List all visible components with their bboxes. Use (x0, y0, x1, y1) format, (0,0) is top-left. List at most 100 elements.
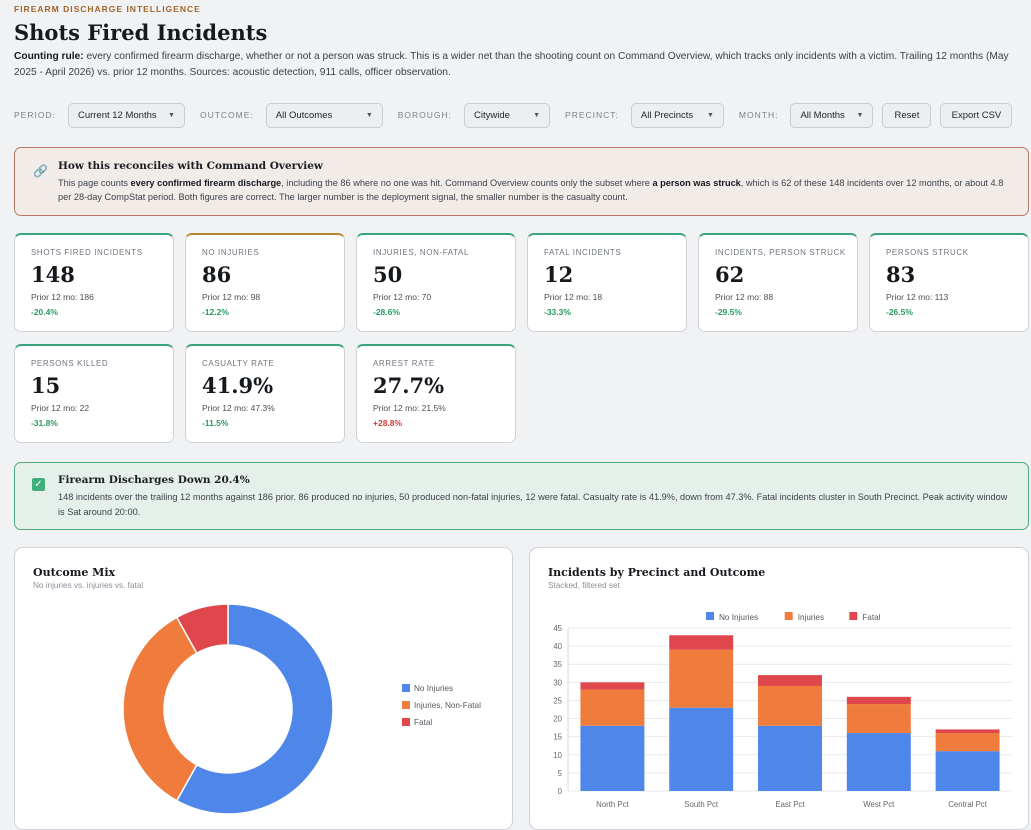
bar-south-pct-fatal (669, 635, 734, 650)
bar-west-pct-injuries (846, 704, 911, 734)
outcome-donut-chart: No Injuries Injuries, Non-Fatal Fatal (122, 603, 481, 815)
period-select[interactable]: Current 12 Months ▼ (67, 102, 185, 128)
legend-swatch (402, 718, 410, 726)
x-tick-label: North Pct (596, 800, 629, 809)
kpi-change: -33.3% (544, 307, 571, 317)
outcome-mix-subtitle: No injuries vs. injuries vs. fatal (33, 581, 144, 590)
chevron-down-icon: ▼ (706, 111, 714, 119)
kpi-prior: Prior 12 mo: 186 (31, 292, 94, 302)
reset-button[interactable]: Reset (882, 102, 932, 128)
kpi-change: +28.8% (373, 418, 403, 428)
bar-east-pct-fatal (758, 675, 822, 686)
kpi-card-incidents-person-struck: INCIDENTS, PERSON STRUCK 62 Prior 12 mo:… (698, 233, 858, 332)
kpi-label: SHOTS FIRED INCIDENTS (31, 248, 143, 257)
donut-slice-no-injuries (175, 603, 334, 815)
x-tick-label: South Pct (684, 800, 719, 809)
kpi-change: -31.8% (31, 418, 58, 428)
kpi-label: ARREST RATE (373, 359, 435, 368)
chevron-down-icon: ▼ (856, 111, 864, 119)
reconcile-callout: 🔗 How this reconciles with Command Overv… (14, 147, 1029, 216)
y-tick-label: 0 (558, 787, 563, 796)
kpi-card-fatal-incidents: FATAL INCIDENTS 12 Prior 12 mo: 18 -33.3… (527, 233, 687, 332)
reconcile-text-part: This page counts (58, 178, 131, 188)
kpi-change: -26.5% (886, 307, 913, 317)
kpi-card-casualty-rate: CASUALTY RATE 41.9% Prior 12 mo: 47.3% -… (185, 344, 345, 443)
kpi-label: FATAL INCIDENTS (544, 248, 622, 257)
legend-label: No Injuries (719, 613, 758, 622)
kpi-prior: Prior 12 mo: 98 (202, 292, 261, 302)
bar-central-pct-injuries (935, 733, 1000, 752)
trend-alert-title: Firearm Discharges Down 20.4% (58, 474, 250, 486)
kpi-prior: Prior 12 mo: 88 (715, 292, 774, 302)
bar-central-pct-no-injuries (935, 751, 1000, 791)
kpi-change: -20.4% (31, 307, 58, 317)
reconcile-text-bold: a person was struck (652, 178, 741, 188)
month-select[interactable]: All Months ▼ (790, 102, 874, 128)
kpi-change: -28.6% (373, 307, 400, 317)
legend-swatch (784, 612, 793, 620)
counting-rule-label: Counting rule: (14, 51, 84, 62)
period-label: PERIOD: (14, 110, 56, 120)
kpi-prior: Prior 12 mo: 47.3% (202, 403, 275, 413)
chevron-down-icon: ▼ (168, 111, 175, 119)
link-icon: 🔗 (33, 164, 48, 178)
kpi-value: 83 (886, 262, 916, 287)
kpi-label: INJURIES, NON-FATAL (373, 248, 470, 257)
kpi-prior: Prior 12 mo: 113 (886, 292, 949, 302)
legend-swatch (402, 684, 410, 692)
trend-alert-text: 148 incidents over the trailing 12 month… (58, 492, 1008, 517)
kpi-prior: Prior 12 mo: 18 (544, 292, 603, 302)
bar-south-pct-injuries (669, 649, 734, 708)
kpi-value: 15 (31, 373, 61, 398)
export-csv-button[interactable]: Export CSV (940, 102, 1013, 128)
kpi-value: 50 (373, 262, 403, 287)
y-tick-label: 45 (553, 624, 562, 633)
kpi-card-injuries-non-fatal: INJURIES, NON-FATAL 50 Prior 12 mo: 70 -… (356, 233, 516, 332)
legend-label: Fatal (862, 613, 880, 622)
outcome-select-value: All Outcomes (275, 109, 333, 121)
x-tick-label: Central Pct (948, 800, 987, 809)
precinct-select[interactable]: All Precincts ▼ (630, 102, 724, 128)
kpi-prior: Prior 12 mo: 22 (31, 403, 90, 413)
kpi-change: -12.2% (202, 307, 229, 317)
reconcile-text: This page counts every confirmed firearm… (58, 176, 1013, 204)
kpi-change: -29.5% (715, 307, 742, 317)
outcome-select[interactable]: All Outcomes ▼ (265, 102, 383, 128)
kpi-value: 41.9% (202, 373, 274, 398)
trend-alert: ✓ Firearm Discharges Down 20.4% 148 inci… (14, 462, 1029, 530)
chevron-down-icon: ▼ (365, 111, 373, 119)
y-tick-label: 15 (553, 733, 562, 742)
month-label: MONTH: (738, 110, 779, 120)
page-title: Shots Fired Incidents (14, 20, 268, 45)
kpi-card-no-injuries: NO INJURIES 86 Prior 12 mo: 98 -12.2% (185, 233, 345, 332)
outcome-mix-title: Outcome Mix (33, 566, 116, 579)
kpi-change: -11.5% (202, 418, 229, 428)
kpi-value: 148 (31, 262, 75, 287)
legend-swatch (402, 701, 410, 709)
borough-select[interactable]: Citywide ▼ (464, 102, 551, 128)
bar-east-pct-injuries (758, 685, 822, 726)
bar-south-pct-no-injuries (669, 707, 734, 791)
kpi-value: 62 (715, 262, 745, 287)
counting-rule-text: every confirmed firearm discharge, wheth… (14, 51, 1009, 78)
donut-slice-fatal (175, 603, 229, 655)
reconcile-title: How this reconciles with Command Overvie… (58, 160, 323, 172)
kpi-card-arrest-rate: ARREST RATE 27.7% Prior 12 mo: 21.5% +28… (356, 344, 516, 443)
legend-label: No Injuries (414, 684, 453, 693)
kpi-card-persons-killed: PERSONS KILLED 15 Prior 12 mo: 22 -31.8% (14, 344, 174, 443)
y-tick-label: 25 (553, 696, 562, 705)
bar-north-pct-injuries (580, 689, 645, 726)
outcome-mix-panel: Outcome Mix No injuries vs. injuries vs.… (14, 547, 513, 830)
bar-north-pct-no-injuries (580, 725, 645, 791)
bar-west-pct-no-injuries (846, 733, 911, 791)
y-tick-label: 35 (553, 660, 562, 669)
precinct-outcome-title: Incidents by Precinct and Outcome (548, 566, 766, 579)
precinct-label: PRECINCT: (565, 110, 619, 120)
outcome-label: OUTCOME: (199, 110, 254, 120)
reconcile-text-bold: every confirmed firearm discharge (130, 178, 282, 188)
legend-label: Injuries (798, 613, 824, 622)
borough-select-value: Citywide (474, 109, 510, 121)
kpi-prior: Prior 12 mo: 70 (373, 292, 432, 302)
kpi-label: INCIDENTS, PERSON STRUCK (715, 248, 846, 257)
y-tick-label: 5 (558, 769, 563, 778)
